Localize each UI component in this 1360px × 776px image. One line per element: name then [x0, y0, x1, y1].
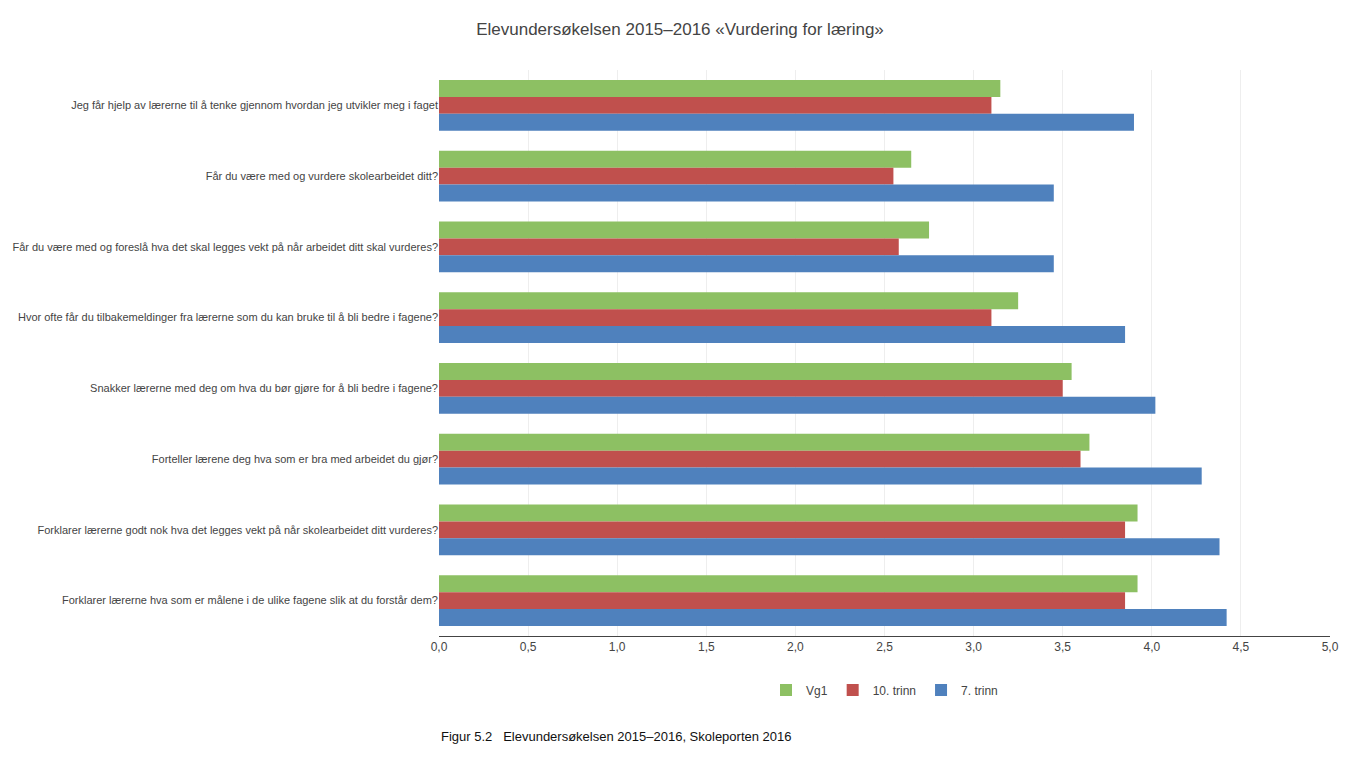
svg-text:2,0: 2,0 [787, 640, 804, 654]
svg-text:Elevundersøkelsen 2015–2016 «V: Elevundersøkelsen 2015–2016 «Vurdering f… [476, 20, 884, 39]
svg-text:1,0: 1,0 [609, 640, 626, 654]
svg-text:Forklarer lærerne godt nok hva: Forklarer lærerne godt nok hva det legge… [38, 524, 439, 536]
svg-text:4,0: 4,0 [1143, 640, 1160, 654]
svg-text:4,5: 4,5 [1233, 640, 1250, 654]
svg-text:Får du være med og foreslå hva: Får du være med og foreslå hva det skal … [12, 241, 438, 253]
svg-text:5,0: 5,0 [1322, 640, 1339, 654]
svg-text:7. trinn: 7. trinn [961, 684, 998, 698]
svg-text:0,0: 0,0 [431, 640, 448, 654]
svg-text:Figur 5.2 Elevundersøkelsen: Figur 5.2 Elevundersøkelsen 2015–2016, S… [441, 729, 792, 744]
svg-text:Forklarer lærerne hva som er m: Forklarer lærerne hva som er målene i de… [62, 594, 438, 606]
svg-text:Hvor ofte får du tilbakemeldin: Hvor ofte får du tilbakemeldinger fra læ… [18, 311, 438, 323]
svg-text:Vg1: Vg1 [806, 684, 828, 698]
svg-text:3,5: 3,5 [1054, 640, 1071, 654]
svg-text:2,5: 2,5 [876, 640, 893, 654]
svg-text:Jeg får hjelp av lærerne til å: Jeg får hjelp av lærerne til å tenke gje… [71, 99, 438, 111]
svg-text:10. trinn: 10. trinn [873, 684, 916, 698]
svg-text:0,5: 0,5 [520, 640, 537, 654]
svg-text:Snakker lærerne med deg om hva: Snakker lærerne med deg om hva du bør gj… [90, 382, 438, 394]
svg-text:3,0: 3,0 [965, 640, 982, 654]
svg-text:1,5: 1,5 [698, 640, 715, 654]
svg-text:Får du være med og vurdere sko: Får du være med og vurdere skolearbeidet… [206, 170, 438, 182]
svg-text:Forteller lærene deg hva som e: Forteller lærene deg hva som er bra med … [152, 453, 438, 465]
